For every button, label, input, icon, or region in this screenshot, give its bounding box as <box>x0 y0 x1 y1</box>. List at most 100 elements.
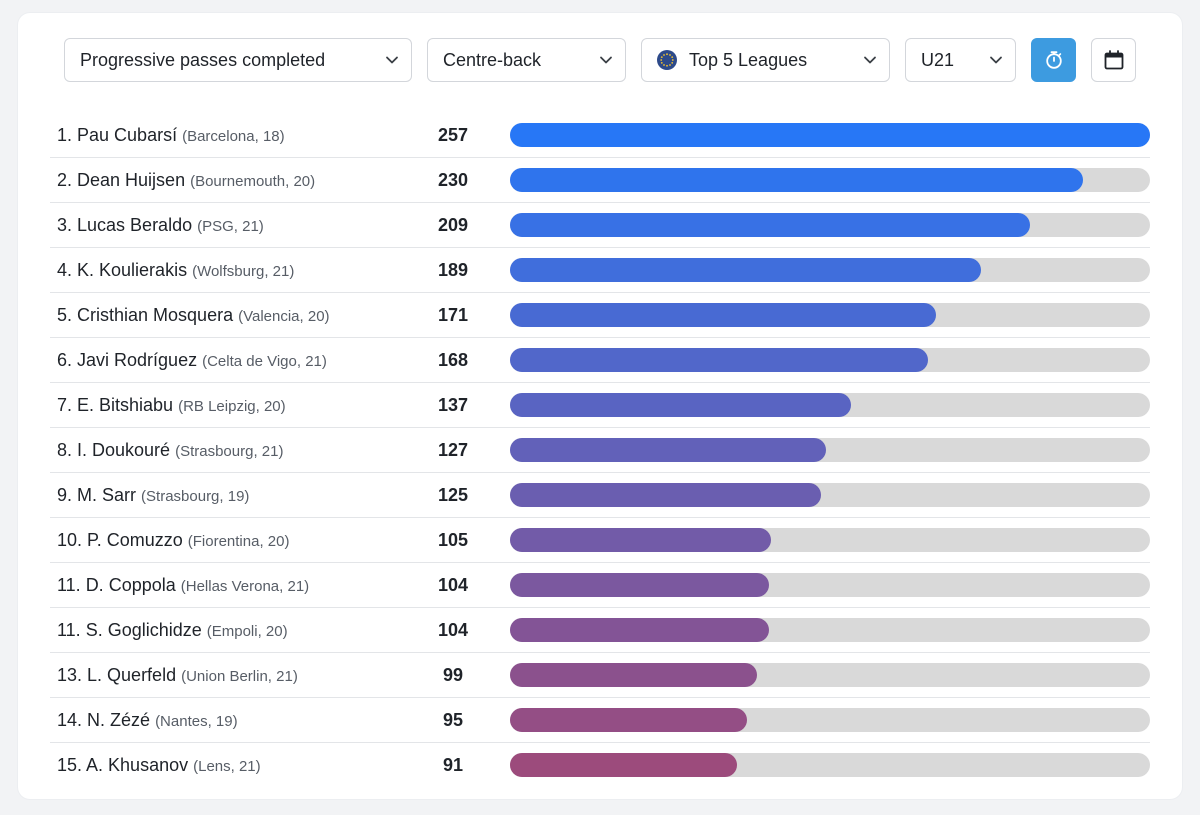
player-name: Javi Rodríguez <box>77 350 203 370</box>
value-label: 104 <box>437 575 469 595</box>
age-select[interactable]: U21 <box>905 38 1016 82</box>
table-row[interactable]: 2. Dean Huijsen (Bournemouth, 20) 230 <box>50 158 1150 203</box>
table-row[interactable]: 8. I. Doukouré (Strasbourg, 21) 127 <box>50 428 1150 473</box>
player-cell: 15. A. Khusanov (Lens, 21) <box>57 743 261 787</box>
bar-track <box>510 168 1150 192</box>
bar-track <box>510 528 1150 552</box>
value-label: 95 <box>442 710 464 730</box>
bar <box>510 708 747 732</box>
position-select[interactable]: Centre-back <box>427 38 626 82</box>
table-row[interactable]: 7. E. Bitshiabu (RB Leipzig, 20) 137 <box>50 383 1150 428</box>
value-label: 125 <box>437 485 469 505</box>
bar <box>510 753 737 777</box>
player-cell: 7. E. Bitshiabu (RB Leipzig, 20) <box>57 383 286 427</box>
table-row[interactable]: 11. S. Goglichidze (Empoli, 20) 104 <box>50 608 1150 653</box>
bar <box>510 528 771 552</box>
competition-select[interactable]: Top 5 Leagues <box>641 38 890 82</box>
player-name: P. Comuzzo <box>87 530 188 550</box>
table-row[interactable]: 11. D. Coppola (Hellas Verona, 21) 104 <box>50 563 1150 608</box>
player-cell: 11. S. Goglichidze (Empoli, 20) <box>57 608 288 652</box>
table-row[interactable]: 1. Pau Cubarsí (Barcelona, 18) 257 <box>50 113 1150 158</box>
season-calendar-button[interactable] <box>1091 38 1136 82</box>
player-club-age: (Strasbourg, 21) <box>175 443 284 460</box>
player-club-age: (RB Leipzig, 20) <box>178 398 286 415</box>
competition-select-label: Top 5 Leagues <box>689 49 808 70</box>
bar <box>510 663 757 687</box>
player-club-age: (Hellas Verona, 21) <box>180 578 310 595</box>
player-cell: 1. Pau Cubarsí (Barcelona, 18) <box>57 113 285 157</box>
table-row[interactable]: 5. Cristhian Mosquera (Valencia, 20) 171 <box>50 293 1150 338</box>
player-club-age: (Lens, 21) <box>193 758 261 775</box>
table-row[interactable]: 9. M. Sarr (Strasbourg, 19) 125 <box>50 473 1150 518</box>
leaderboard-card: Progressive passes completed Centre-back… <box>18 13 1182 799</box>
player-club-age: (Fiorentina, 20) <box>187 533 290 550</box>
player-name: Cristhian Mosquera <box>77 305 239 325</box>
position-select-label: Centre-back <box>443 49 542 70</box>
player-club-age: (Bournemouth, 20) <box>190 173 316 190</box>
bar-track <box>510 303 1150 327</box>
player-name: D. Coppola <box>85 575 181 595</box>
player-cell: 14. N. Zézé (Nantes, 19) <box>57 698 238 742</box>
player-rank: 4. <box>57 260 78 280</box>
table-row[interactable]: 3. Lucas Beraldo (PSG, 21) 209 <box>50 203 1150 248</box>
value-label: 189 <box>437 260 469 280</box>
bar <box>510 348 928 372</box>
player-club-age: (Valencia, 20) <box>238 308 330 325</box>
player-cell: 5. Cristhian Mosquera (Valencia, 20) <box>57 293 330 337</box>
filter-toolbar: Progressive passes completed Centre-back… <box>18 13 1182 113</box>
player-name: I. Doukouré <box>77 440 176 460</box>
player-name: E. Bitshiabu <box>77 395 179 415</box>
bar-track <box>510 708 1150 732</box>
metric-select[interactable]: Progressive passes completed <box>64 38 412 82</box>
chevron-down-icon <box>990 56 1002 64</box>
player-cell: 6. Javi Rodríguez (Celta de Vigo, 21) <box>57 338 327 382</box>
bar <box>510 393 851 417</box>
player-club-age: (Strasbourg, 19) <box>141 488 250 505</box>
table-row[interactable]: 14. N. Zézé (Nantes, 19) 95 <box>50 698 1150 743</box>
metric-select-label: Progressive passes completed <box>80 49 326 70</box>
bar-track <box>510 348 1150 372</box>
bar-track <box>510 663 1150 687</box>
bar-track <box>510 573 1150 597</box>
player-name: N. Zézé <box>87 710 156 730</box>
value-label: 99 <box>442 665 464 685</box>
player-name: Lucas Beraldo <box>77 215 198 235</box>
player-club-age: (Empoli, 20) <box>206 623 288 640</box>
bar <box>510 483 821 507</box>
player-rank: 8. <box>57 440 78 460</box>
per-90-toggle-button[interactable] <box>1031 38 1076 82</box>
player-rank: 2. <box>57 170 78 190</box>
table-row[interactable]: 4. K. Koulierakis (Wolfsburg, 21) 189 <box>50 248 1150 293</box>
value-label: 171 <box>437 305 469 325</box>
player-cell: 8. I. Doukouré (Strasbourg, 21) <box>57 428 283 472</box>
player-rank: 11. <box>57 575 86 595</box>
player-name: Dean Huijsen <box>77 170 191 190</box>
player-club-age: (Celta de Vigo, 21) <box>202 353 327 370</box>
chevron-down-icon <box>386 56 398 64</box>
value-label: 127 <box>437 440 469 460</box>
globe-icon <box>657 50 677 70</box>
bar <box>510 168 1083 192</box>
bar-track <box>510 618 1150 642</box>
player-rank: 10. <box>57 530 88 550</box>
bar-track <box>510 393 1150 417</box>
player-cell: 11. D. Coppola (Hellas Verona, 21) <box>57 563 309 607</box>
player-name: Pau Cubarsí <box>77 125 183 145</box>
value-label: 209 <box>437 215 469 235</box>
player-club-age: (PSG, 21) <box>197 218 264 235</box>
table-row[interactable]: 6. Javi Rodríguez (Celta de Vigo, 21) 168 <box>50 338 1150 383</box>
bar <box>510 438 826 462</box>
player-rank: 6. <box>57 350 78 370</box>
bar <box>510 123 1150 147</box>
player-cell: 13. L. Querfeld (Union Berlin, 21) <box>57 653 298 697</box>
player-rank: 5. <box>57 305 78 325</box>
bar-track <box>510 258 1150 282</box>
player-name: M. Sarr <box>77 485 142 505</box>
table-row[interactable]: 15. A. Khusanov (Lens, 21) 91 <box>50 743 1150 787</box>
table-row[interactable]: 13. L. Querfeld (Union Berlin, 21) 99 <box>50 653 1150 698</box>
table-row[interactable]: 10. P. Comuzzo (Fiorentina, 20) 105 <box>50 518 1150 563</box>
bar-track <box>510 123 1150 147</box>
chevron-down-icon <box>600 56 612 64</box>
player-club-age: (Wolfsburg, 21) <box>192 263 295 280</box>
value-label: 257 <box>437 125 469 145</box>
